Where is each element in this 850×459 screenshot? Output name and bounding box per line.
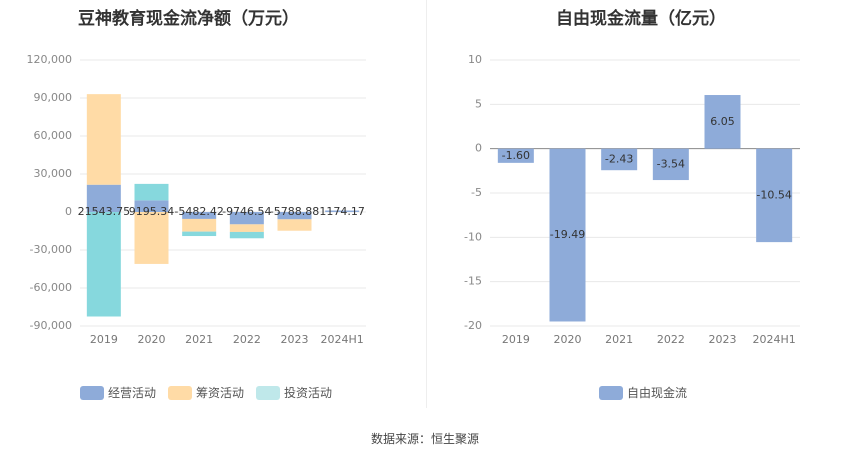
right-bar [601, 148, 638, 171]
left-chart-title: 豆神教育现金流净额（万元） [78, 9, 299, 29]
legend-label-investing: 投资活动 [284, 386, 333, 400]
legend-investing[interactable]: 投资活动 [256, 384, 332, 401]
left-y-tick-label: 90,000 [34, 91, 73, 104]
right-x-tick-label: 2019 [502, 333, 530, 346]
legend-financing[interactable]: 筹资活动 [168, 384, 244, 401]
left-x-tick-label: 2022 [233, 333, 261, 346]
legend-swatch-operating [80, 385, 104, 400]
left-bar-financing [182, 218, 217, 232]
legend-swatch-investing [256, 385, 281, 400]
left-bar-financing [277, 219, 312, 231]
left-bar-investing [86, 212, 121, 317]
chart-divider [426, 0, 427, 408]
right-legend: 自由现金流 [599, 384, 687, 401]
left-bar-financing [134, 212, 169, 264]
right-y-tick-label: -5 [471, 186, 482, 199]
left-data-label: -5482.42 [174, 205, 223, 218]
left-y-tick-label: -60,000 [30, 281, 72, 294]
right-y-tick-label: -15 [464, 275, 482, 288]
right-bar [756, 148, 793, 243]
left-data-label: 1174.17 [319, 205, 365, 218]
left-bar-operating [86, 184, 121, 212]
right-x-tick-label: 2020 [554, 333, 582, 346]
left-y-tick-label: 60,000 [34, 129, 73, 142]
left-legend: 经营活动 筹资活动 投资活动 [80, 384, 332, 401]
right-y-tick-label: 5 [475, 97, 482, 110]
legend-fcf[interactable]: 自由现金流 [599, 384, 687, 401]
right-x-tick-label: 2023 [709, 333, 737, 346]
left-x-tick-label: 2020 [138, 333, 166, 346]
right-bar [704, 95, 741, 149]
right-y-tick-label: -10 [464, 230, 482, 243]
right-chart-title: 自由现金流量（亿元） [556, 9, 726, 29]
legend-operating[interactable]: 经营活动 [80, 384, 156, 401]
data-source: 数据来源：恒生聚源 [370, 432, 479, 446]
right-y-tick-label: 0 [475, 142, 482, 155]
left-bar-operating [229, 212, 264, 225]
legend-swatch-financing [168, 385, 193, 400]
legend-label-fcf: 自由现金流 [627, 386, 688, 400]
left-data-label: 9195.34 [129, 205, 175, 218]
left-bar-investing [134, 183, 169, 201]
right-x-tick-label: 2021 [605, 333, 633, 346]
left-bar-operating [277, 212, 312, 220]
left-bar-financing [229, 224, 264, 232]
legend-label-financing: 筹资活动 [196, 386, 245, 400]
left-bar-operating [134, 200, 169, 212]
right-bar [549, 148, 586, 322]
left-y-tick-label: -90,000 [30, 319, 72, 332]
right-bar [652, 148, 689, 181]
right-y-tick-label: 10 [468, 53, 482, 66]
legend-label-operating: 经营活动 [108, 386, 157, 400]
right-data-label: -10.54 [756, 188, 791, 201]
left-x-tick-label: 2021 [185, 333, 213, 346]
left-data-label: -5788.88 [270, 205, 319, 218]
right-y-tick-label: -20 [464, 319, 482, 332]
legend-swatch-fcf [599, 385, 623, 400]
right-data-label: -19.49 [550, 228, 585, 241]
left-x-tick-label: 2023 [281, 333, 309, 346]
left-bar-operating [325, 210, 360, 212]
left-x-tick-label: 2024H1 [321, 333, 364, 346]
right-bar [497, 148, 534, 163]
right-data-label: -3.54 [657, 157, 685, 170]
left-y-tick-label: 120,000 [27, 53, 73, 66]
right-data-label: -1.60 [502, 149, 530, 162]
right-data-label: -2.43 [605, 152, 633, 165]
left-bar-investing [182, 231, 217, 237]
left-y-tick-label: 0 [65, 205, 72, 218]
left-bar-operating [182, 212, 217, 219]
left-y-tick-label: -30,000 [30, 243, 72, 256]
left-y-tick-label: 30,000 [34, 167, 73, 180]
right-data-label: 6.05 [710, 115, 735, 128]
right-x-tick-label: 2024H1 [753, 333, 796, 346]
left-bar-financing [86, 94, 121, 185]
right-x-tick-label: 2022 [657, 333, 685, 346]
left-bar-investing [229, 231, 264, 239]
left-data-label: -9746.54 [222, 205, 271, 218]
left-data-label: 21543.75 [78, 205, 131, 218]
left-x-tick-label: 2019 [90, 333, 118, 346]
